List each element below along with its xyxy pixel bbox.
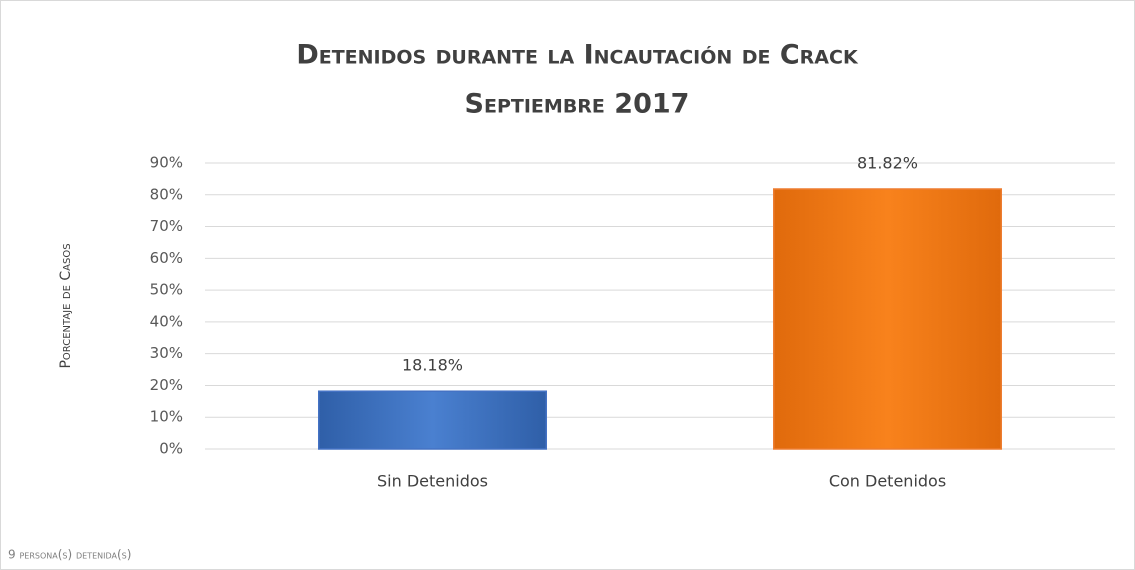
x-tick-label: Sin Detenidos <box>377 472 488 491</box>
y-tick-label: 40% <box>150 312 183 330</box>
data-label: 81.82% <box>857 153 918 172</box>
bar <box>318 390 547 450</box>
y-tick-label: 80% <box>150 185 183 203</box>
y-tick-label: 0% <box>159 440 183 458</box>
footnote: 9 persona(s) detenida(s) <box>8 548 131 562</box>
y-tick-label: 70% <box>150 217 183 235</box>
y-tick-label: 60% <box>150 249 183 267</box>
chart-title: Detenidos durante la Incautación de Crac… <box>296 40 859 71</box>
data-label: 18.18% <box>402 356 463 375</box>
y-tick-label: 20% <box>150 376 183 394</box>
x-tick-label: Con Detenidos <box>829 472 946 491</box>
y-tick-label: 90% <box>150 154 183 172</box>
bar <box>773 188 1002 450</box>
y-tick-label: 30% <box>150 344 183 362</box>
y-axis-label: Porcentaje de Casos <box>58 243 74 368</box>
chart-subtitle: Septiembre 2017 <box>465 89 690 120</box>
y-tick-label: 10% <box>150 408 183 426</box>
y-tick-label: 50% <box>150 281 183 299</box>
